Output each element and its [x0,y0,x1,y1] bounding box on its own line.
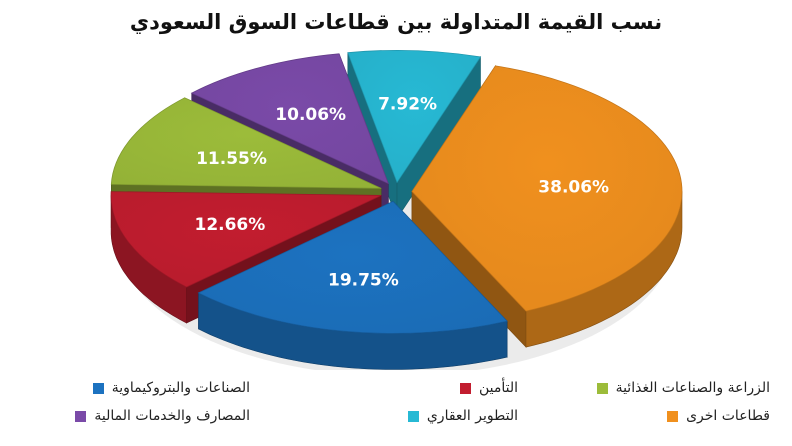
pie-slice-highlight [111,191,382,287]
legend-item: التأمين [298,380,518,396]
legend-label: الصناعات والبتروكيماوية [111,380,250,396]
pie-slice-highlight [111,97,382,189]
slice-value-label: 19.75% [328,270,399,290]
pie-slice-highlight [191,53,389,184]
slice-value-label: 38.06% [538,178,609,198]
legend-label: التأمين [478,380,518,396]
slice-value-label: 12.66% [194,215,265,235]
chart-legend: الزراعة والصناعات الغذائية التأمين الصناعا… [30,374,770,436]
pie-slice-highlight [411,65,682,312]
pie-slice-highlight [198,201,508,334]
chart-title: نسب القيمة المتداولة بين قطاعات السوق ال… [129,10,663,34]
legend-item: قطاعات اخرى [550,408,770,424]
legend-item: الزراعة والصناعات الغذائية [550,380,770,396]
legend-item: الصناعات والبتروكيماوية [30,380,250,396]
legend-swatch [75,410,87,422]
legend-label: المصارف والخدمات المالية [94,408,250,424]
legend-item: التطوير العقاري [298,408,518,424]
legend-swatch [92,382,104,394]
legend-label: التطوير العقاري [426,408,518,424]
pie-slice-highlight [347,50,481,183]
legend-label: قطاعات اخرى [686,408,770,424]
legend-item: المصارف والخدمات المالية [30,408,250,424]
legend-swatch [407,410,419,422]
legend-swatch [459,382,471,394]
legend-swatch [667,410,679,422]
legend-swatch [596,382,608,394]
slice-value-label: 11.55% [196,149,267,169]
slice-value-label: 7.92% [378,94,437,114]
legend-label: الزراعة والصناعات الغذائية [615,380,770,396]
slice-value-label: 10.06% [275,105,346,125]
pie-chart: 38.06% 19.75% 12.66% 11.55% 10.06% 7.92% [110,50,683,370]
